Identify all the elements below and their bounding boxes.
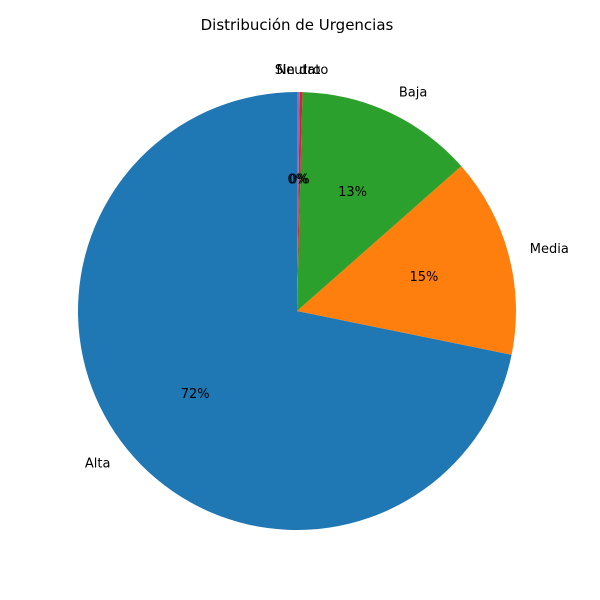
slice-label-alta: Alta: [85, 456, 111, 471]
slice-percent-neutro: 0%: [288, 173, 309, 188]
chart-title: Distribución de Urgencias: [201, 16, 394, 34]
slice-label-media: Media: [530, 242, 569, 257]
slice-percent-baja: 13%: [338, 185, 367, 200]
pie-slices: [78, 92, 516, 530]
slice-percent-alta: 72%: [181, 387, 210, 402]
slice-percent-media: 15%: [410, 270, 439, 285]
slice-label-baja: Baja: [399, 86, 427, 101]
slice-label-neutro: Neutro: [276, 63, 320, 78]
